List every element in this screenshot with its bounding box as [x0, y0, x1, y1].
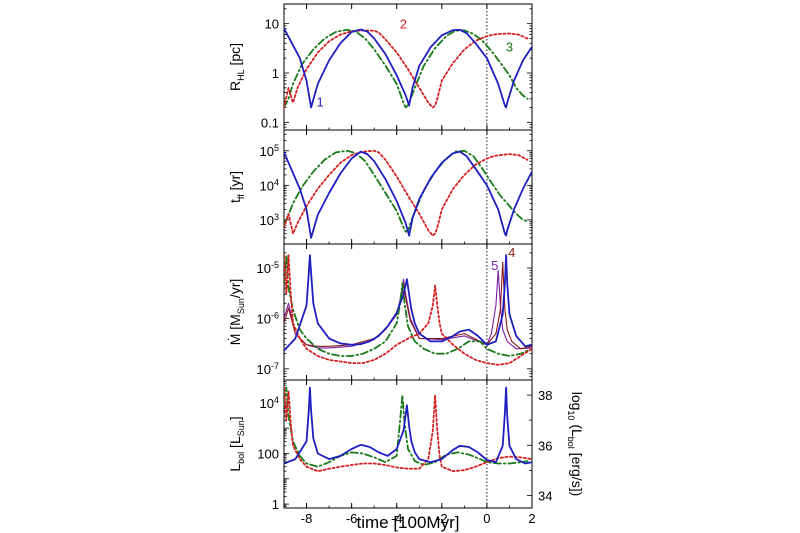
series-annotation: 5 — [491, 258, 498, 273]
y-tick-label-tff: 103 — [260, 212, 279, 228]
right-ylabel-lbol: log10 (Lbol [erg/s]) — [566, 392, 585, 497]
ylabel-rhl: RHL [pc] — [227, 43, 246, 91]
series-annotation: 2 — [400, 17, 407, 32]
series-line-2-lbol — [284, 386, 532, 473]
series-group-tff — [284, 149, 532, 239]
x-ticks-tff — [283, 130, 533, 244]
series-group-mdot — [284, 254, 532, 366]
x-tick-label: -8 — [301, 511, 313, 526]
series-annotation: 1 — [316, 95, 323, 110]
series-annotation: 4 — [508, 245, 515, 260]
series-line-1-mdot — [284, 254, 532, 352]
ylabel-lbol: Lbol [LSun] — [227, 416, 246, 471]
y-tick-label-lbol: 100 — [257, 446, 279, 461]
series-line-4-mdot — [284, 261, 532, 350]
svg-text:tff [yr]: tff [yr] — [227, 171, 246, 203]
y-tick-label-mdot: 10-6 — [257, 310, 279, 326]
series-line-3-tff — [284, 149, 529, 233]
svg-text:Lbol [LSun]: Lbol [LSun] — [227, 416, 246, 471]
series-line-2-mdot — [284, 254, 532, 366]
series-line-5-mdot — [284, 269, 532, 350]
x-tick-label: -4 — [391, 511, 403, 526]
svg-text:Ṁ [MSun/yr]: Ṁ [MSun/yr] — [226, 279, 246, 346]
svg-text:RHL [pc]: RHL [pc] — [227, 43, 246, 91]
x-tick-label: 0 — [483, 511, 490, 526]
series-line-1-tff — [284, 150, 532, 239]
x-tick-label: 2 — [528, 511, 535, 526]
series-annotation: 3 — [506, 39, 513, 54]
right-y-tick-label: 36 — [538, 438, 552, 453]
series-line-3-rhl — [284, 28, 529, 109]
panel-frame-lbol — [283, 379, 533, 509]
x-tick-label: -2 — [436, 511, 448, 526]
x-tick-label: -6 — [346, 511, 358, 526]
series-line-1-lbol — [284, 386, 532, 465]
y-tick-label-rhl: 1 — [272, 66, 279, 81]
y-tick-label-mdot: 10-7 — [257, 361, 279, 377]
x-axis-label: time [100Myr] — [357, 513, 460, 532]
series-group-rhl — [284, 27, 532, 109]
series-line-3-lbol — [284, 386, 529, 468]
series-line-2-rhl — [284, 29, 529, 109]
series-line-3-mdot — [284, 254, 529, 357]
right-y-tick-label: 38 — [538, 388, 552, 403]
y-tick-label-rhl: 0.1 — [261, 115, 279, 130]
x-ticks-rhl — [283, 4, 533, 130]
x-ticks-lbol — [283, 380, 533, 508]
right-y-tick-label: 34 — [538, 488, 552, 503]
y-tick-label-rhl: 10 — [265, 17, 279, 32]
y-tick-label-mdot: 10-5 — [257, 260, 279, 276]
panel-frame-tff — [283, 129, 533, 245]
svg-text:log10 (Lbol [erg/s]): log10 (Lbol [erg/s]) — [566, 392, 585, 497]
y-tick-label-tff: 104 — [260, 177, 279, 193]
panel-frame-rhl — [283, 3, 533, 131]
y-ticks-tff — [284, 129, 532, 245]
series-line-1-rhl — [284, 27, 532, 109]
series-line-2-tff — [284, 149, 529, 237]
series-group-lbol — [284, 386, 532, 473]
ylabel-mdot: Ṁ [MSun/yr] — [226, 279, 246, 346]
ylabel-tff: tff [yr] — [227, 171, 246, 203]
x-tick-labels: -8 -6 -4 -2 0 2 — [301, 511, 536, 526]
y-tick-label-lbol: 1 — [272, 497, 279, 512]
y-tick-label-tff: 105 — [260, 143, 279, 159]
y-tick-label-lbol: 104 — [260, 395, 279, 411]
